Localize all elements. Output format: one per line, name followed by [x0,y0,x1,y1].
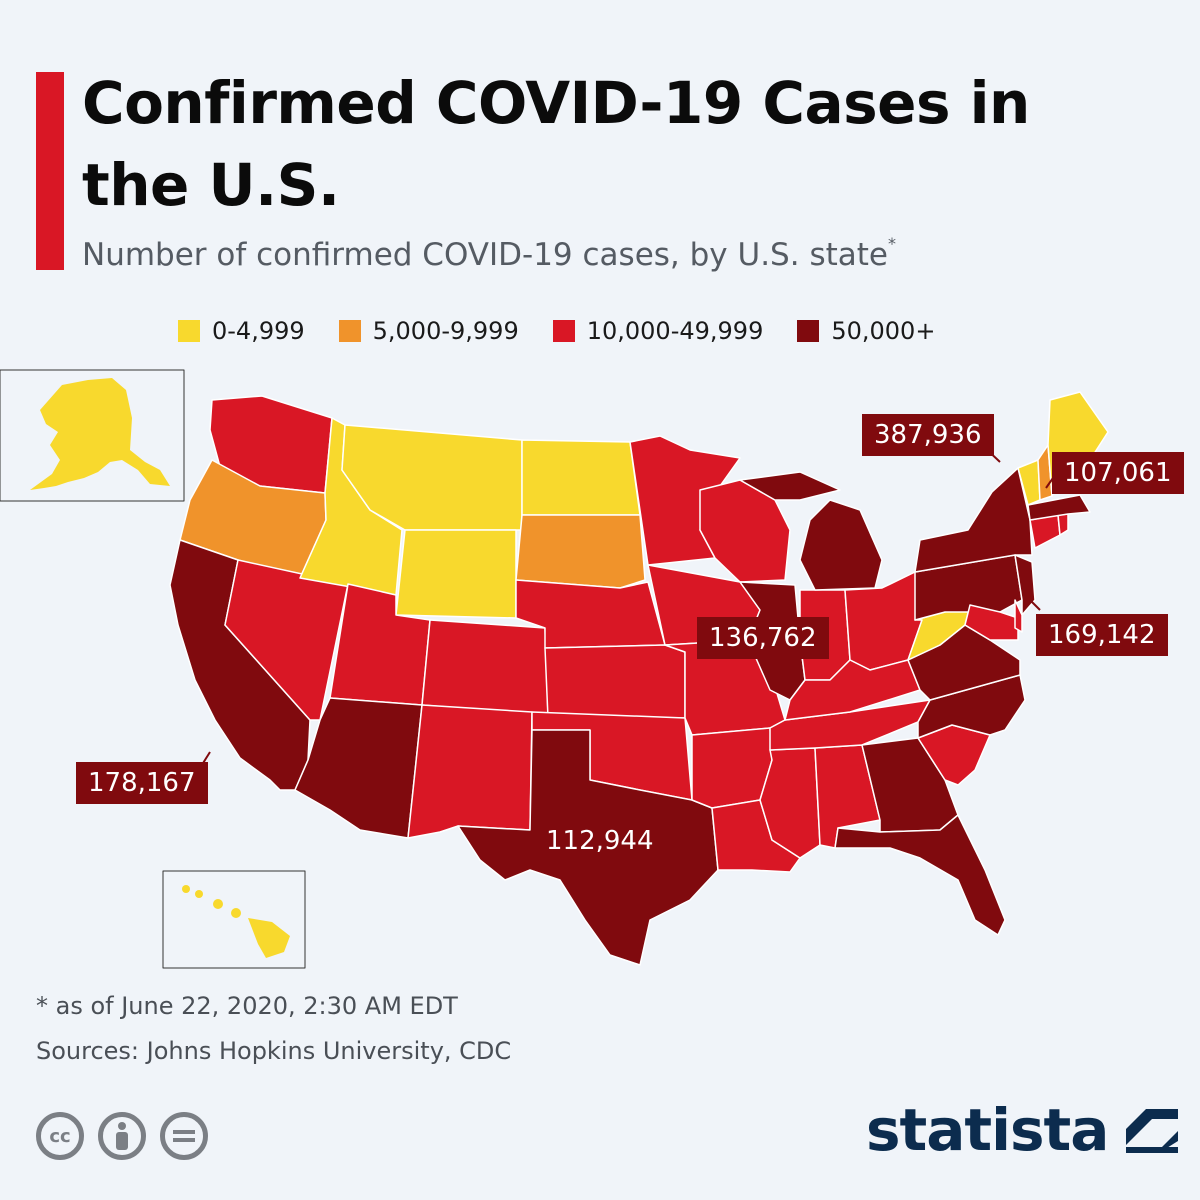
subtitle-text: Number of confirmed COVID-19 cases, by U… [82,237,888,273]
state-rhode-island [1057,513,1069,536]
state-kentucky [784,659,921,721]
legend-item-5000-9999: 5,000-9,999 [338,317,519,345]
accent-bar [36,72,64,270]
state-north-dakota [521,439,641,516]
license-icons: cc [36,1112,208,1160]
alaska-inset-frame [0,369,185,502]
state-wyoming [395,529,517,619]
callout-new-york: 387,936 [862,414,994,456]
state-alaska [30,378,170,490]
state-north-carolina [917,674,1026,739]
hawaii-inset-frame [162,870,306,969]
state-michigan [739,471,883,591]
callout-illinois: 136,762 [697,617,829,659]
state-delaware [1014,599,1023,633]
callout-massachusetts: 107,061 [1052,452,1184,494]
statista-wordmark: statista [866,1096,1109,1164]
cc-icon[interactable]: cc [36,1112,84,1160]
state-massachusetts [1027,494,1091,521]
page-title: Confirmed COVID-19 Cases in the U.S. [82,69,1030,219]
legend-label: 5,000-9,999 [372,317,519,345]
state-kansas [544,644,686,719]
statista-brand[interactable]: statista [866,1096,1182,1164]
legend: 0-4,999 5,000-9,999 10,000-49,999 50,000… [178,317,935,345]
legend-label: 10,000-49,999 [586,317,764,345]
state-arkansas [691,727,773,809]
state-maryland [964,604,1019,641]
legend-item-10000-49999: 10,000-49,999 [552,317,764,345]
legend-swatch [178,320,200,342]
state-south-dakota [515,514,646,589]
state-colorado [421,619,549,716]
legend-label: 0-4,999 [212,317,305,345]
state-new-mexico [407,704,533,839]
attribution-icon[interactable] [98,1112,146,1160]
subtitle-footnote-mark: * [887,234,896,253]
legend-item-50000-plus: 50,000+ [797,317,935,345]
callout-new-jersey: 169,142 [1036,614,1168,656]
state-hawaii [182,885,290,958]
footnote-date: * as of June 22, 2020, 2:30 AM EDT [36,992,458,1020]
legend-label: 50,000+ [831,317,936,345]
callout-california: 178,167 [76,762,208,804]
no-derivatives-icon[interactable] [160,1112,208,1160]
callout-texas: 112,944 [534,820,666,862]
legend-swatch [797,320,820,342]
statista-logo-icon [1126,1109,1179,1153]
state-florida [834,814,1006,936]
legend-swatch [552,320,575,342]
callout-pointer-new-jersey [1027,597,1041,611]
legend-item-0-4999: 0-4,999 [178,317,305,345]
legend-swatch [338,320,361,342]
page-subtitle: Number of confirmed COVID-19 cases, by U… [82,234,896,273]
footnote-sources: Sources: Johns Hopkins University, CDC [36,1037,512,1065]
